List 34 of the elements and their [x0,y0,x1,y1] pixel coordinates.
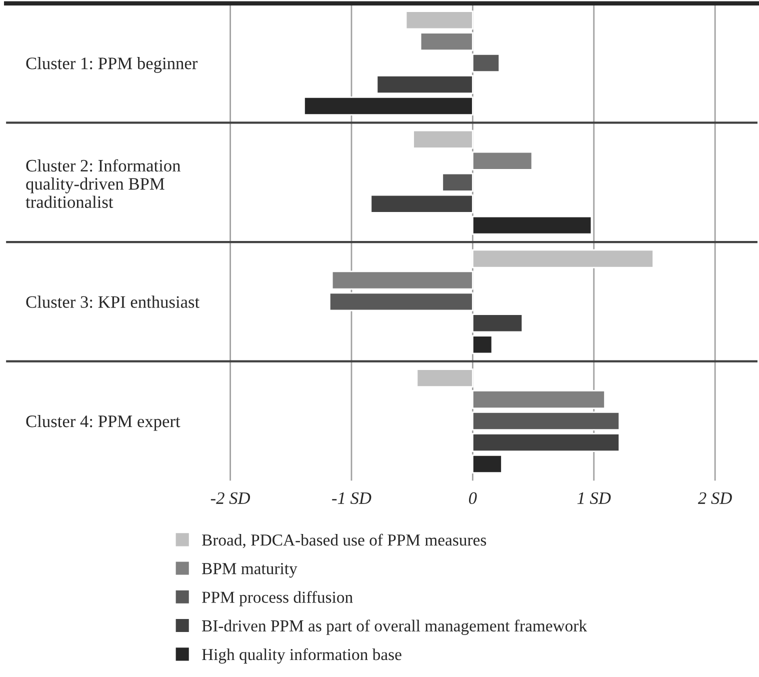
y-tick-label: Cluster 1: PPM beginner [26,57,198,73]
y-tick-label: Cluster 3: KPI enthusiast [26,296,200,308]
bar [472,412,620,431]
bar [472,335,493,354]
bar [304,96,474,116]
y-tick-label: Cluster 4: PPM expert [26,414,180,431]
legend-label: PPM process diffusion [202,591,353,606]
bar [420,32,474,52]
bar [328,292,474,312]
legend-label: BPM maturity [202,563,298,578]
bar [442,172,474,192]
bar [472,216,592,235]
x-tick-label: 1 SD [577,492,611,504]
bar [472,151,533,170]
legend-label: BI-driven PPM as part of overall management framework [202,620,588,635]
x-tick-label: -2 SD [210,492,250,504]
bar [472,390,606,410]
x-tick-label: -1 SD [332,492,372,504]
bar [405,10,474,30]
bar [376,75,474,94]
bar [416,368,474,388]
bar [370,194,474,214]
x-tick-label: 2 SD [698,492,732,504]
y-tick-label: Cluster 2: Information quality-driven BPM traditionalist [26,159,181,208]
bar [331,270,474,290]
bar [412,130,474,149]
bar [472,249,654,268]
legend-label: Broad, PDCA-based use of PPM measures [202,534,486,548]
bar [472,314,524,333]
bar [472,54,500,73]
bar [472,432,620,452]
x-tick-label: 0 [469,492,477,504]
legend-label: High quality information base [202,648,402,664]
bar [472,454,502,474]
